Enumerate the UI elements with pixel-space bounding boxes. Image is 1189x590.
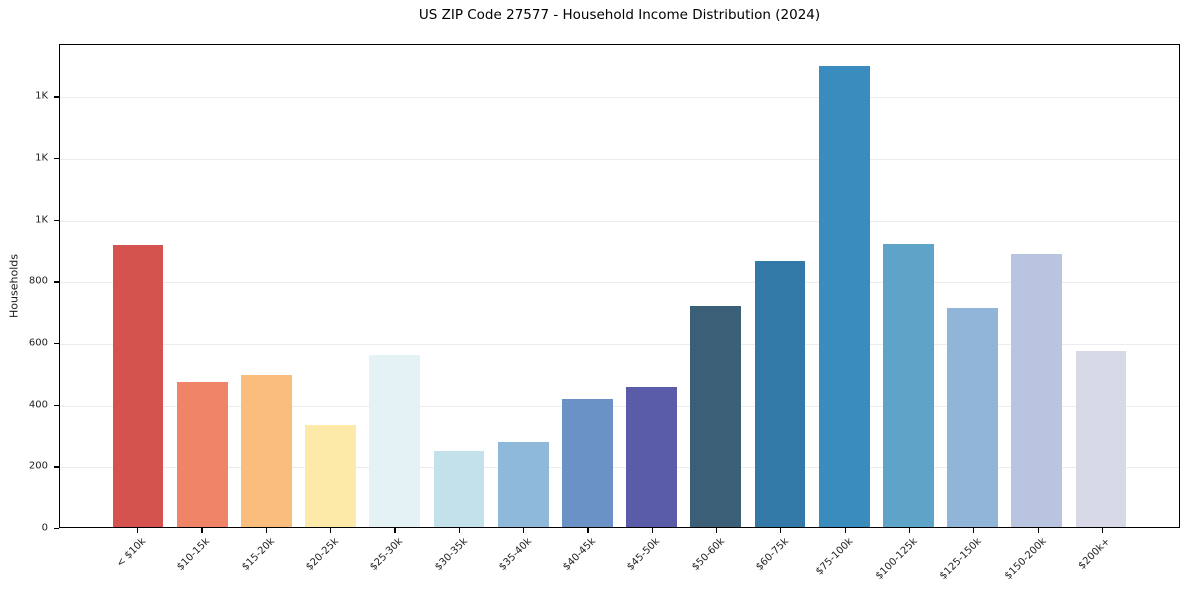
gridline xyxy=(60,97,1179,99)
gridline xyxy=(60,405,1179,407)
x-tick-mark xyxy=(265,528,267,533)
y-axis: 0 200 400 600 800 1K 1K 1K xyxy=(0,44,59,534)
x-tick-mark xyxy=(330,528,332,533)
y-tick-label: 600 xyxy=(28,337,48,349)
x-tick-label-text: $60-75k xyxy=(754,536,792,573)
bar-$45-50k xyxy=(626,387,677,527)
bar-slot xyxy=(684,45,748,527)
x-tick-label-text: $25-30k xyxy=(368,536,406,573)
bar-$40-45k xyxy=(562,398,613,527)
x-tick-mark xyxy=(587,528,589,533)
y-tick-mark xyxy=(54,528,59,530)
y-tick-mark xyxy=(54,158,59,160)
y-tick-mark xyxy=(54,219,59,221)
y-tick-label: 800 xyxy=(28,275,48,287)
y-tick-mark xyxy=(54,343,59,345)
bar-$100-125k xyxy=(882,244,934,527)
gridline xyxy=(60,159,1179,161)
y-tick-label: 200 xyxy=(28,460,48,472)
bar-$10-15k xyxy=(176,381,228,527)
bar-$15-20k xyxy=(241,374,292,527)
bar-$150-200k xyxy=(1011,254,1063,527)
bar-slot xyxy=(299,45,363,527)
bar-$35-40k xyxy=(497,441,549,527)
bar-slot xyxy=(1069,45,1133,527)
x-tick-mark xyxy=(780,528,782,533)
gridline xyxy=(60,220,1179,222)
bar-slot xyxy=(491,45,555,527)
x-tick-label-text: $100-125k xyxy=(873,536,920,582)
x-tick-mark xyxy=(973,528,975,533)
bar-slot xyxy=(427,45,491,527)
x-tick-mark xyxy=(137,528,139,533)
bar-slot xyxy=(1005,45,1069,527)
x-tick-mark xyxy=(715,528,718,533)
x-tick-label-text: $10-15k xyxy=(175,536,213,573)
x-tick-label-text: $75-100k xyxy=(813,536,856,578)
x-axis: < $10k $10-15k $15-20k $20-25k $25-30k $30-35… xyxy=(59,528,1180,590)
bar-$25-30k xyxy=(369,354,421,527)
y-tick-label: 400 xyxy=(28,399,48,411)
plot-area xyxy=(59,44,1180,528)
x-tick-label-text: $50-60k xyxy=(689,536,727,573)
chart-title: US ZIP Code 27577 - Household Income Dis… xyxy=(418,7,821,23)
bar-slot xyxy=(555,45,619,527)
y-tick-label: 1K xyxy=(35,214,48,226)
y-tick-mark xyxy=(54,281,59,283)
bar-$50-60k xyxy=(690,305,742,527)
bar-$125-150k xyxy=(947,308,998,527)
gridline xyxy=(60,467,1179,469)
x-tick-label-text: $125-150k xyxy=(938,536,984,582)
bar-slot xyxy=(170,45,234,527)
y-tick-mark xyxy=(54,96,59,98)
x-tick-label-text: $20-25k xyxy=(303,536,341,573)
gridline xyxy=(60,282,1179,284)
y-tick-label: 1K xyxy=(35,152,48,164)
bar-slot xyxy=(620,45,684,527)
x-tick-mark xyxy=(844,528,846,533)
x-tick-label-text: $30-35k xyxy=(432,536,470,573)
gridline xyxy=(60,344,1179,346)
bar-slot xyxy=(363,45,427,527)
bar-slot xyxy=(748,45,812,527)
y-tick-label: 1K xyxy=(35,90,48,102)
bar-$30-35k xyxy=(433,450,485,527)
bar-$60-75k xyxy=(754,260,806,527)
x-tick-mark xyxy=(458,528,460,533)
x-tick-mark xyxy=(1037,528,1039,533)
x-tick-label-text: $35-40k xyxy=(496,536,534,573)
bar-series xyxy=(60,45,1179,527)
bar-$20-25k xyxy=(305,424,356,527)
bar-$200k+ xyxy=(1075,351,1127,527)
x-tick-mark xyxy=(201,528,203,533)
x-tick-label-text: $15-20k xyxy=(239,536,277,573)
x-tick-label-text: $40-45k xyxy=(561,536,599,573)
x-tick-mark xyxy=(651,528,653,533)
x-tick-mark xyxy=(394,528,396,533)
x-tick-mark xyxy=(523,528,525,533)
x-tick-label-text: < $10k xyxy=(114,536,148,570)
x-tick-label-text: $150-200k xyxy=(1002,536,1049,582)
y-tick-mark xyxy=(54,466,59,468)
bar-$75-100k xyxy=(818,66,870,527)
bar-< $10k xyxy=(112,244,164,527)
x-tick-mark xyxy=(1101,528,1104,533)
bar-slot xyxy=(876,45,940,527)
bar-slot xyxy=(106,45,170,527)
y-tick-label: 0 xyxy=(41,522,48,534)
bar-slot xyxy=(940,45,1004,527)
x-tick-label-text: $200k+ xyxy=(1076,536,1113,572)
x-tick-label-text: $45-50k xyxy=(625,536,663,573)
bar-slot xyxy=(812,45,876,527)
y-tick-mark xyxy=(54,404,59,406)
bar-slot xyxy=(234,45,298,527)
x-tick-mark xyxy=(908,528,911,533)
